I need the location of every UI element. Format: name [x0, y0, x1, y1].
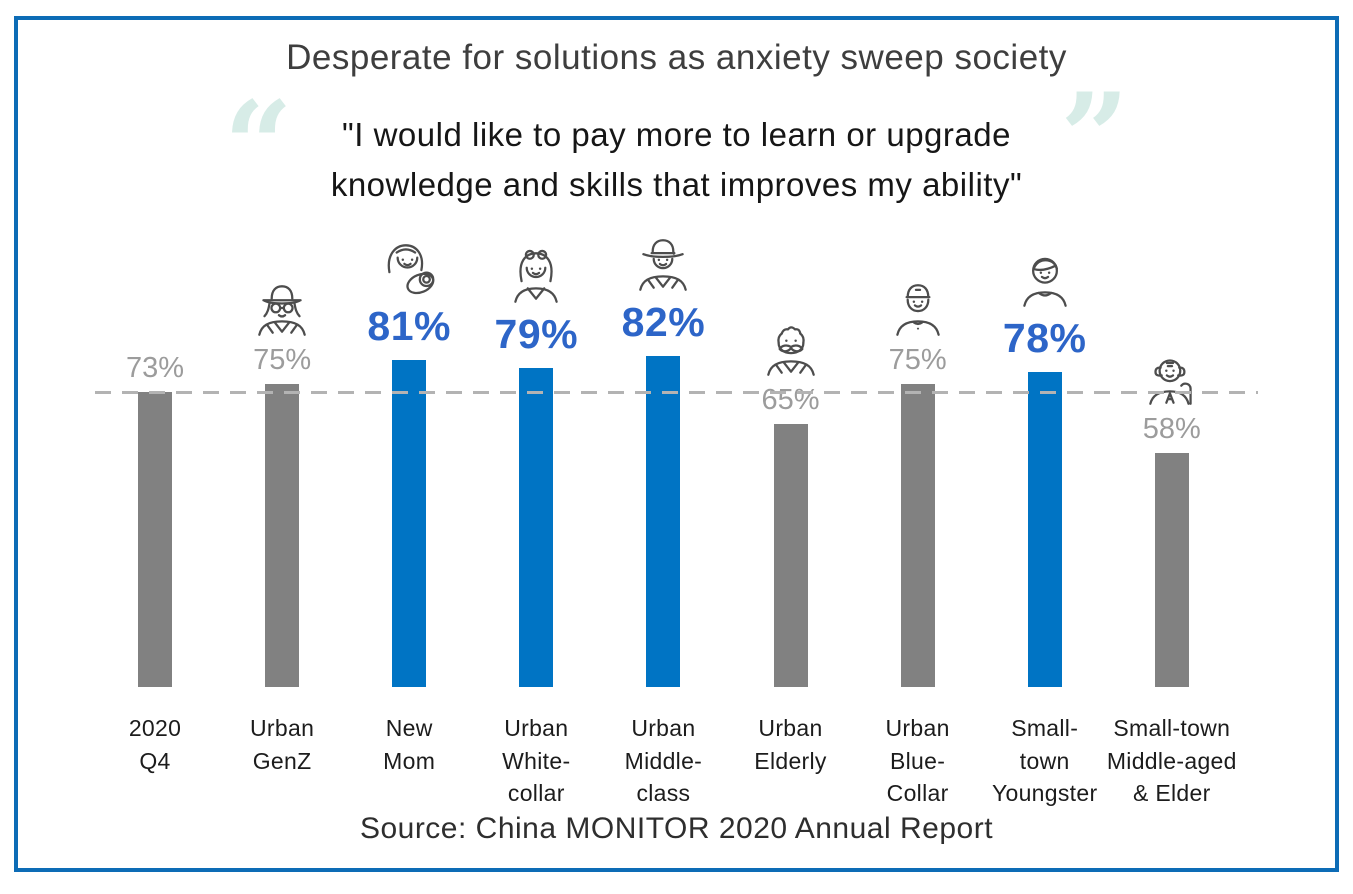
white-collar-woman-icon	[503, 243, 569, 309]
bar	[1027, 372, 1062, 687]
quote-block: “ "I would like to pay more to learn or …	[0, 78, 1353, 209]
quote-text: "I would like to pay more to learn or up…	[330, 116, 1023, 203]
chart-column: 58%	[1090, 228, 1254, 687]
category-label: Small-town Middle-aged & Elder	[1106, 715, 1237, 807]
open-quote-icon: “	[223, 75, 293, 216]
category-label: Urban GenZ	[250, 715, 315, 774]
bar	[900, 384, 935, 687]
genz-person-icon	[249, 276, 315, 342]
chart-column: 75%	[836, 228, 1000, 687]
reference-dashed-line	[95, 391, 1258, 395]
bar	[392, 360, 427, 687]
value-label: 73%	[125, 352, 185, 384]
source-note: Source: China MONITOR 2020 Annual Report	[359, 812, 994, 845]
chart-title: Desperate for solutions as anxiety sweep…	[286, 38, 1067, 77]
bar	[138, 392, 172, 687]
value-label: 78%	[1002, 315, 1087, 361]
close-quote-icon: ”	[1060, 67, 1130, 208]
chart-column: 78%	[963, 228, 1127, 687]
value-label: 58%	[1142, 413, 1201, 445]
category-label: Urban White- collar	[502, 715, 571, 807]
bar	[519, 368, 554, 687]
chart-column: 73%	[73, 228, 237, 687]
bar	[265, 384, 300, 687]
new-mom-icon	[376, 235, 442, 301]
category-label: Small- town Youngster	[991, 715, 1098, 807]
category-label: 2020 Q4	[128, 715, 182, 774]
chart-column: 75%	[200, 228, 364, 687]
value-label: 75%	[253, 344, 312, 376]
chart-column: 79%	[454, 228, 618, 687]
category-label: New Mom	[383, 715, 436, 774]
category-label: Urban Middle- class	[624, 715, 703, 807]
value-label: 81%	[367, 303, 451, 349]
category-label: Urban Elderly	[754, 715, 827, 774]
elder-with-cane-icon	[1139, 345, 1205, 411]
elderly-man-icon	[758, 316, 824, 382]
bar	[646, 356, 681, 687]
bar	[1154, 453, 1189, 687]
value-label: 82%	[621, 299, 706, 345]
chart-column: 82%	[581, 228, 745, 687]
value-label: 75%	[888, 344, 947, 376]
chart-column: 65%	[709, 228, 873, 687]
value-label: 65%	[761, 384, 820, 416]
value-label: 79%	[494, 311, 579, 357]
middle-class-man-icon	[630, 231, 696, 297]
blue-collar-man-icon	[885, 276, 951, 342]
category-label: Urban Blue- Collar	[885, 715, 950, 807]
small-town-youngster-icon	[1012, 247, 1078, 313]
bar	[773, 424, 808, 687]
chart-column: 81%	[327, 228, 491, 687]
